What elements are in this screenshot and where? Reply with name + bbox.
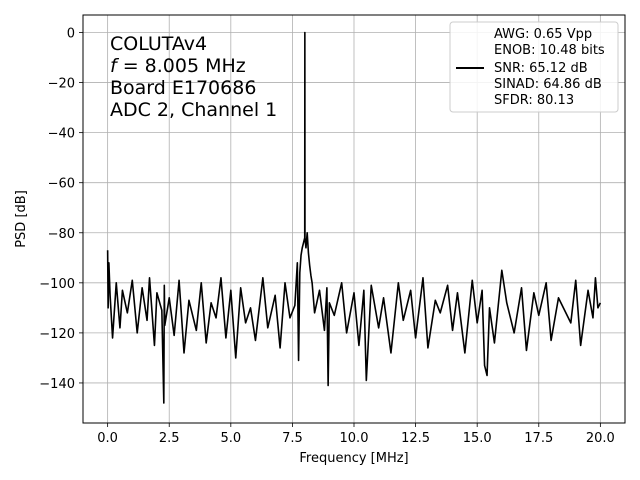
x-axis: 0.0 2.5 5.0 7.5 10.0 12.5 15.0 17.5 20.0 — [97, 423, 615, 446]
psd-series-line — [106, 31, 602, 404]
x-tick-label: 17.5 — [524, 431, 553, 446]
x-tick-label: 10.0 — [340, 431, 369, 446]
y-tick-label: −120 — [39, 327, 75, 342]
y-tick-label: −60 — [48, 177, 75, 192]
legend-line-4: SINAD: 64.86 dB — [494, 77, 602, 92]
annotation-block: COLUTAv4 f = 8.005 MHz Board E170686 ADC … — [110, 33, 277, 121]
x-tick-label: 20.0 — [586, 431, 615, 446]
x-axis-label: Frequency [MHz] — [299, 451, 408, 466]
y-tick-label: −100 — [39, 277, 75, 292]
y-tick-label: −20 — [48, 77, 75, 92]
annotation-line-3: Board E170686 — [110, 77, 256, 99]
y-axis-label: PSD [dB] — [14, 190, 29, 248]
y-tick-label: −140 — [39, 377, 75, 392]
x-tick-label: 15.0 — [463, 431, 492, 446]
legend-box — [449, 21, 619, 113]
x-tick-label: 7.5 — [282, 431, 303, 446]
x-tick-label: 0.0 — [97, 431, 118, 446]
annotation-line-2: f = 8.005 MHz — [110, 55, 246, 77]
legend-line-1: AWG: 0.65 Vpp — [494, 27, 592, 42]
x-tick-label: 5.0 — [220, 431, 241, 446]
legend-line-5: SFDR: 80.13 — [494, 93, 574, 108]
legend-line-2: ENOB: 10.48 bits — [494, 43, 605, 58]
y-tick-label: 0 — [67, 27, 75, 42]
y-tick-label: −40 — [48, 127, 75, 142]
annotation-line-2-text: = 8.005 MHz — [123, 55, 246, 77]
x-tick-label: 12.5 — [401, 431, 430, 446]
annotation-line-4: ADC 2, Channel 1 — [110, 99, 277, 121]
annotation-f-symbol: f — [110, 55, 120, 77]
annotation-line-1: COLUTAv4 — [110, 33, 207, 55]
legend: AWG: 0.65 Vpp ENOB: 10.48 bits SNR: 65.1… — [449, 21, 619, 113]
x-tick-label: 2.5 — [159, 431, 180, 446]
series-layer — [106, 31, 602, 404]
legend-line-3: SNR: 65.12 dB — [494, 61, 588, 76]
y-axis: 0 −20 −40 −60 −80 −100 −120 −140 — [39, 27, 83, 392]
grid — [83, 15, 625, 423]
y-tick-label: −80 — [48, 227, 75, 242]
